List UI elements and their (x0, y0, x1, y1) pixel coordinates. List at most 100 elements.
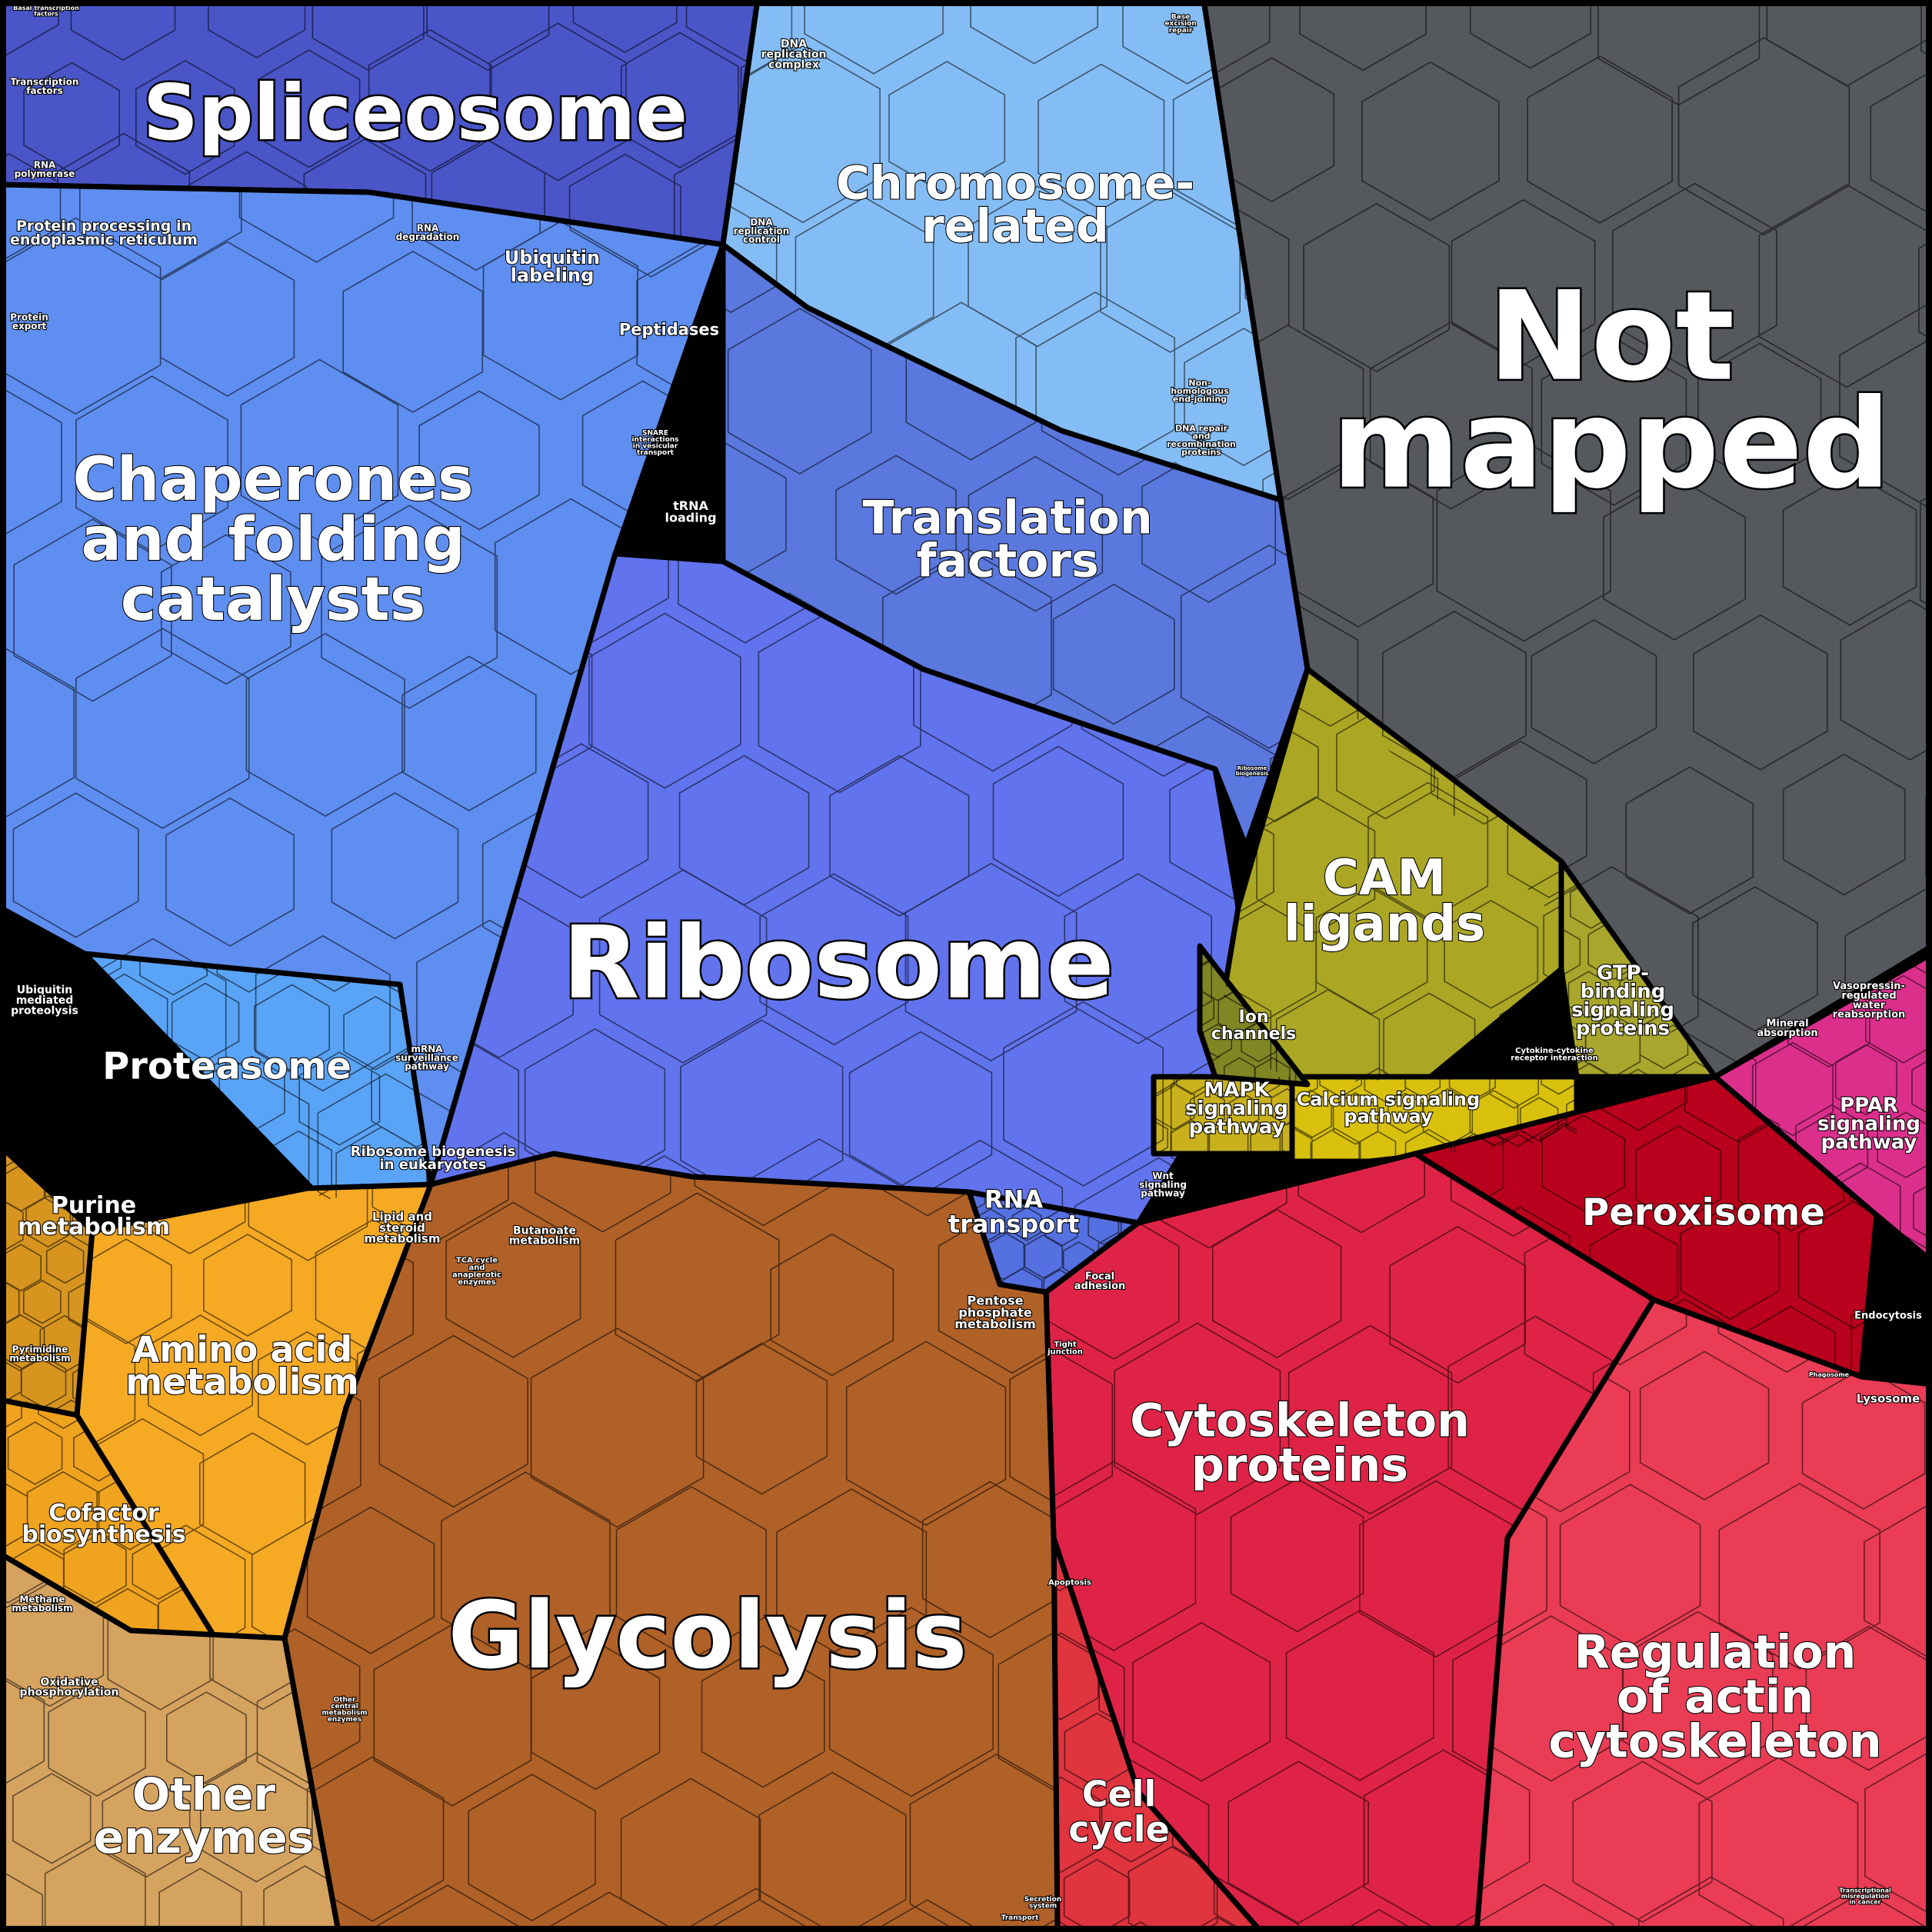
small-label-19-line-3: reabsorption (1833, 1009, 1906, 1021)
small-label-14-line-1: loading (665, 510, 716, 525)
label-calcium-line-0: Calcium signaling (1297, 1089, 1481, 1111)
small-label-13-line-2: in vesicular (633, 443, 678, 451)
small-label-22-line-0: Wnt (1152, 1171, 1174, 1181)
small-label-11-line-1: homologous (1171, 386, 1229, 396)
label-cam-line-1: ligands (1284, 896, 1485, 953)
small-label-20-line-1: absorption (1757, 1028, 1817, 1039)
label-mapk-line-0: MAPK (1204, 1078, 1270, 1101)
label-rna-transport-line-1: transport (948, 1210, 1079, 1239)
small-label-2-line-0: RNA (34, 160, 56, 171)
small-label-15-line-0: Ribosome (1237, 765, 1267, 771)
small-label-27-line-1: adhesion (1074, 1281, 1126, 1292)
small-label-30-line-0: Phagosome (1809, 1371, 1850, 1378)
small-label-12-line-3: proteins (1181, 448, 1221, 458)
small-label-20-line-0: Mineral (1766, 1018, 1808, 1030)
small-label-12-line-0: DNA repair (1175, 423, 1228, 433)
label-cytoskeleton-line-0: Cytoskeleton (1130, 1394, 1470, 1448)
small-label-23-line-2: metabolism (365, 1232, 441, 1246)
small-label-22-line-2: pathway (1141, 1188, 1185, 1199)
small-label-26-line-0: Pentose (968, 1294, 1024, 1308)
small-label-25-line-0: TCA cycle (456, 1256, 498, 1264)
small-label-38-line-0: Transport (1001, 1914, 1039, 1922)
small-label-15-line-1: biogenesis (1236, 771, 1268, 777)
label-cytoskeleton-line-1: proteins (1191, 1439, 1408, 1493)
small-label-35-line-3: enzymes (328, 1716, 361, 1724)
label-mapk-line-1: signaling (1185, 1097, 1288, 1120)
small-label-8-line-0: Ubiquitin (505, 247, 600, 268)
label-gtp-line-3: proteins (1576, 1017, 1670, 1040)
small-label-19-line-1: regulated (1841, 991, 1896, 1002)
small-label-23-line-1: steroid (379, 1221, 425, 1234)
small-label-39-line-0: Transcriptional (1839, 1887, 1891, 1894)
small-label-37-line-1: system (1029, 1903, 1057, 1910)
region-ppar (1712, 951, 1932, 1264)
label-chaperones-line-2: catalysts (121, 565, 426, 635)
small-label-3-line-2: complex (768, 58, 819, 71)
small-label-5-line-1: replication (734, 225, 790, 236)
small-label-21-line-1: receptor interaction (1511, 1054, 1598, 1062)
small-label-16-line-1: mediated (16, 994, 74, 1007)
cell-mesh-calcium (1292, 1077, 1577, 1161)
label-ion-line-0: Ion (1239, 1008, 1269, 1027)
small-label-12-line-2: recombination (1167, 439, 1236, 449)
small-label-36-line-0: Apoptosis (1048, 1579, 1091, 1587)
label-calcium-line-1: pathway (1344, 1106, 1433, 1128)
small-label-3-line-1: replication (761, 48, 827, 61)
small-label-22-line-1: signaling (1139, 1179, 1187, 1190)
cells-cam (1215, 669, 1561, 1084)
small-label-39-line-2: in cancer (1849, 1898, 1880, 1905)
label-actin-line-1: of actin (1617, 1671, 1814, 1724)
small-label-0-line-1: factors (34, 11, 58, 18)
label-ppar-line-1: signaling (1817, 1112, 1920, 1135)
small-label-1-line-0: Transcription (11, 77, 79, 88)
label-amino-line-1: metabolism (125, 1361, 359, 1403)
small-label-13-line-1: interactions (631, 436, 678, 444)
label-actin-line-2: cytoskeleton (1548, 1715, 1881, 1769)
small-label-35-line-1: central (331, 1703, 358, 1710)
small-label-12-line-1: and (1192, 431, 1210, 441)
label-gtp-line-1: binding (1581, 980, 1666, 1003)
label-gtp-line-2: signaling (1571, 998, 1674, 1021)
small-label-23-line-0: Lipid and (372, 1210, 432, 1224)
label-other-enzymes-line-0: Other (132, 1768, 276, 1820)
small-label-26-line-2: metabolism (954, 1317, 1036, 1331)
small-label-17-line-0: mRNA (411, 1044, 443, 1054)
label-actin-line-0: Regulation (1574, 1626, 1857, 1680)
cells-spliceosome (0, 0, 758, 245)
cells-amino (77, 1184, 431, 1638)
small-label-25-line-3: enzymes (458, 1278, 495, 1287)
small-label-25-line-2: anaplerotic (452, 1271, 501, 1279)
small-label-17-line-2: pathway (405, 1061, 449, 1072)
small-label-16-line-2: proteolysis (11, 1004, 78, 1017)
label-amino-line-0: Amino acid (132, 1329, 353, 1371)
small-label-13-line-0: SNARE (642, 429, 668, 437)
small-label-17-line-1: surveillance (395, 1052, 458, 1063)
small-label-33-line-1: metabolism (12, 1603, 72, 1614)
small-label-11-line-2: end-joining (1173, 394, 1227, 404)
small-label-13-line-3: transport (637, 449, 675, 457)
label-not-mapped-line-1: mapped (1332, 372, 1891, 516)
cell-mesh-amino (77, 1184, 431, 1638)
label-peroxisome-line-0: Peroxisome (1582, 1191, 1825, 1234)
small-label-7-line-0: RNA (417, 223, 439, 234)
label-mapk-line-2: pathway (1189, 1115, 1285, 1138)
small-label-24-line-1: metabolism (509, 1235, 580, 1247)
small-label-32-line-0: Pyrimidine (12, 1344, 68, 1355)
label-cofactor-line-1: biosynthesis (22, 1521, 185, 1548)
small-label-4-line-0: Base (1171, 14, 1190, 22)
label-spliceosome-line-0: Spliceosome (143, 68, 688, 158)
small-label-11-line-0: Non- (1188, 378, 1211, 388)
small-label-6-line-1: endoplasmic reticulum (10, 232, 198, 248)
small-label-16-line-0: Ubiquitin (17, 984, 72, 997)
label-rna-transport-line-0: RNA (984, 1185, 1043, 1214)
small-label-4-line-2: repair (1169, 27, 1193, 35)
label-glycolysis-line-0: Glycolysis (448, 1583, 968, 1690)
label-not-mapped-line-0: Not (1488, 265, 1734, 408)
label-ion-line-1: channels (1211, 1024, 1296, 1044)
small-label-25-line-1: and (468, 1264, 485, 1272)
small-label-28-line-0: Tight (1054, 1341, 1077, 1349)
label-translation-line-1: factors (916, 535, 1098, 588)
small-label-4-line-1: excision (1164, 20, 1196, 28)
